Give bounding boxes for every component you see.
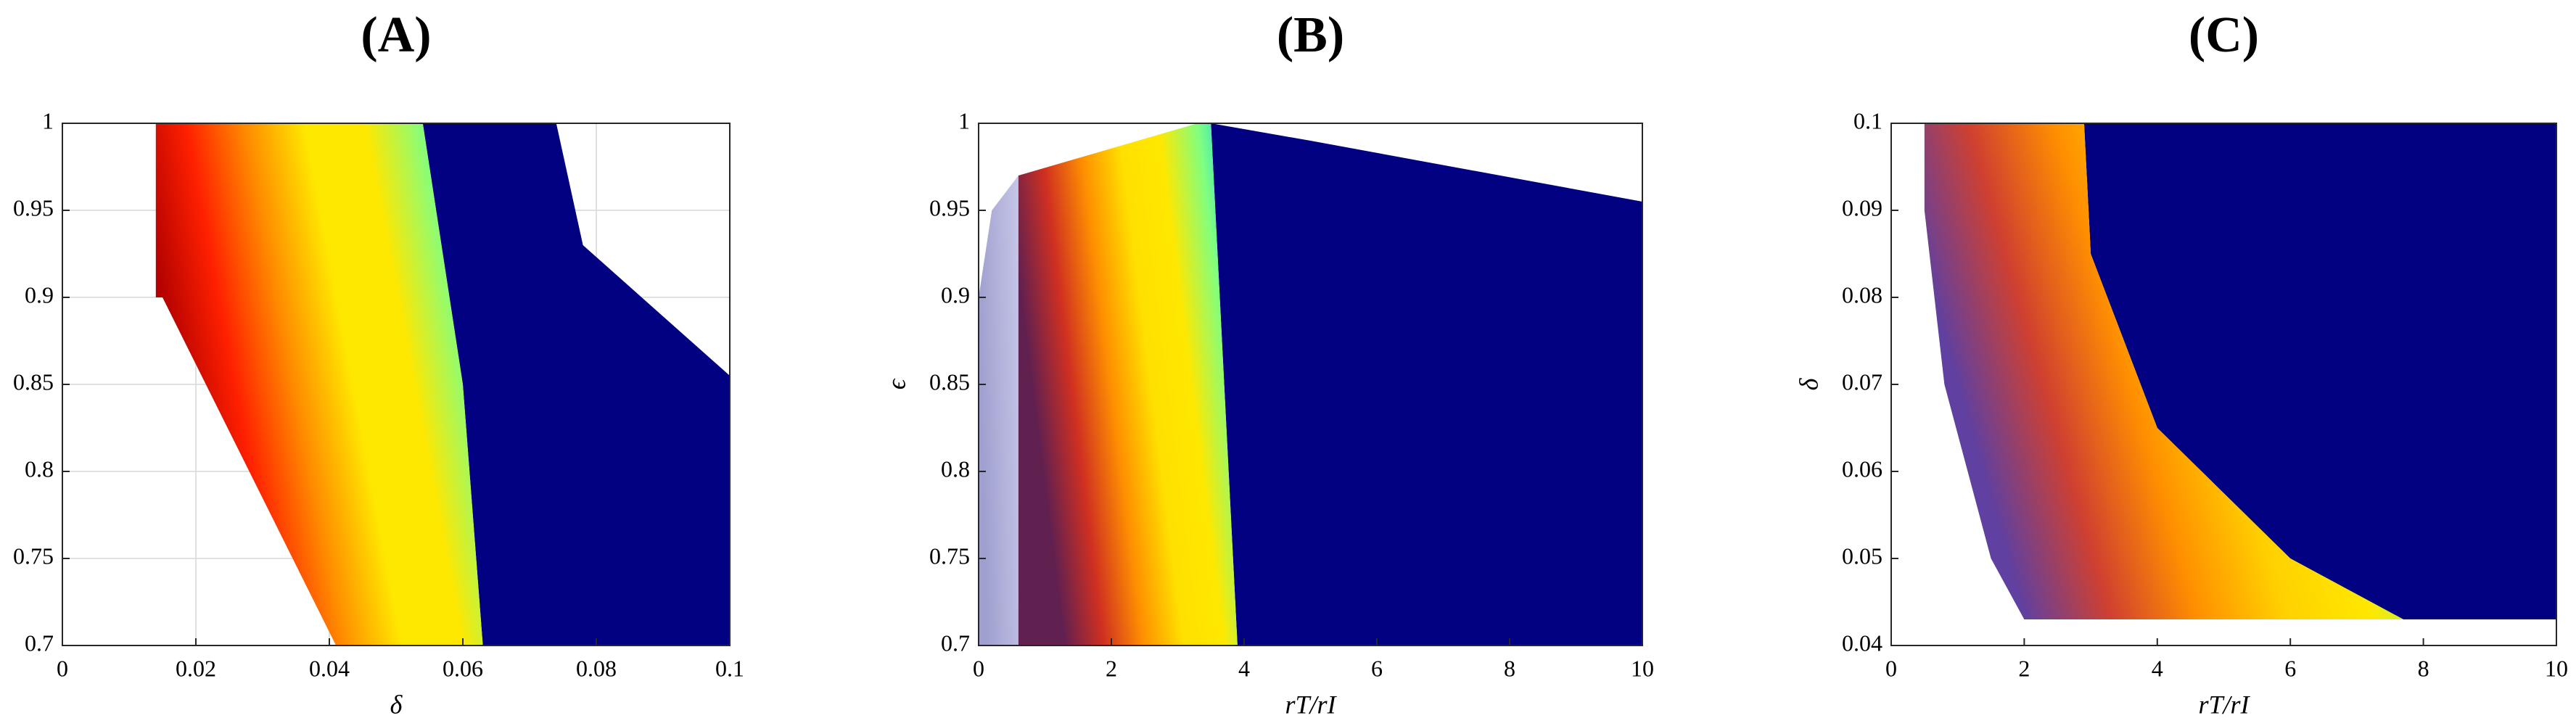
y-tick-label: 0.8 [25, 455, 54, 482]
x-tick-label: 6 [2284, 655, 2296, 681]
x-tick-label: 2 [1106, 655, 1117, 681]
point-region [1018, 123, 1238, 645]
point-region [979, 176, 1019, 645]
point-region [155, 123, 483, 645]
y-tick-label: 0.85 [13, 368, 54, 395]
y-tick-label: 0.9 [941, 281, 970, 308]
x-tick-label: 0.02 [176, 655, 216, 681]
x-axis-label: δ [390, 690, 403, 719]
panel-title: (A) [361, 7, 431, 63]
x-tick-label: 0.06 [443, 655, 483, 681]
y-tick-label: 0.1 [1853, 107, 1882, 133]
x-tick-label: 0 [57, 655, 68, 681]
x-tick-label: 10 [1631, 655, 1654, 681]
point-region [1211, 123, 1642, 645]
y-tick-label: 0.95 [929, 194, 970, 220]
x-tick-label: 0.04 [309, 655, 350, 681]
y-axis-label: ϵ [881, 378, 910, 389]
x-tick-label: 8 [2418, 655, 2429, 681]
panel-title: (B) [1277, 7, 1344, 63]
y-tick-label: 0.8 [941, 455, 970, 482]
x-tick-label: 2 [2018, 655, 2030, 681]
x-tick-label: 10 [2545, 655, 2568, 681]
panel-title: (C) [2189, 7, 2259, 63]
point-region [2083, 123, 2556, 619]
y-tick-label: 0.75 [13, 543, 54, 569]
y-tick-label: 0.09 [1842, 194, 1882, 220]
x-tick-label: 4 [1238, 655, 1250, 681]
point-region [422, 123, 730, 645]
y-tick-label: 0.85 [929, 368, 970, 395]
x-tick-label: 0.1 [715, 655, 744, 681]
x-tick-label: 0.08 [576, 655, 617, 681]
y-tick-label: 0.7 [25, 630, 54, 656]
y-tick-label: 0.9 [25, 281, 54, 308]
x-tick-label: 8 [1504, 655, 1515, 681]
y-tick-label: 1 [958, 107, 970, 133]
x-axis-label: rT/rI [1285, 690, 1337, 719]
point-region [1924, 123, 2404, 619]
y-tick-label: 1 [42, 107, 54, 133]
x-tick-label: 6 [1371, 655, 1383, 681]
x-tick-label: 4 [2152, 655, 2163, 681]
y-tick-label: 0.75 [929, 543, 970, 569]
x-axis-label: rT/rI [2198, 690, 2250, 719]
y-tick-label: 0.04 [1842, 630, 1882, 656]
y-tick-label: 0.7 [941, 630, 970, 656]
x-tick-label: 0 [973, 655, 984, 681]
y-tick-label: 0.95 [13, 194, 54, 220]
x-tick-label: 0 [1885, 655, 1897, 681]
y-tick-label: 0.08 [1842, 281, 1882, 308]
y-tick-label: 0.06 [1842, 455, 1882, 482]
y-tick-label: 0.05 [1842, 543, 1882, 569]
y-axis-label: δ [1794, 377, 1823, 390]
y-tick-label: 0.07 [1842, 368, 1882, 395]
